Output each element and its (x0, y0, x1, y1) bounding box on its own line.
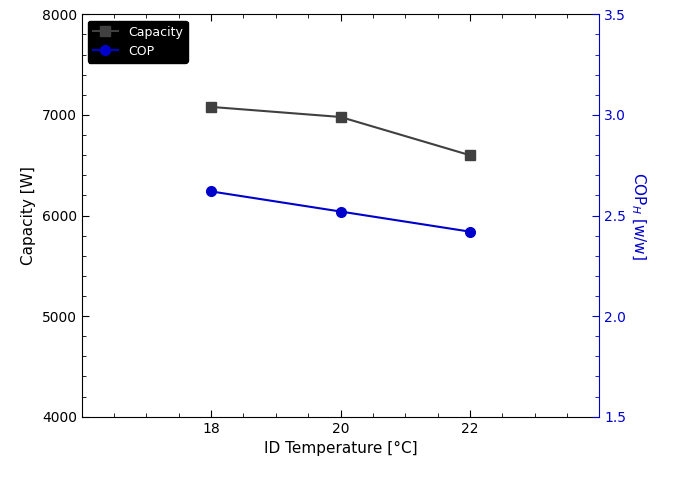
COP (207, 189, 215, 194)
Capacity (207, 104, 215, 110)
Line: Capacity: Capacity (206, 102, 475, 160)
X-axis label: ID Temperature [°C]: ID Temperature [°C] (264, 441, 417, 456)
Capacity (336, 114, 345, 120)
COP (466, 229, 474, 235)
Y-axis label: Capacity [W]: Capacity [W] (21, 166, 36, 265)
Line: COP: COP (206, 186, 475, 237)
Legend: Capacity, COP: Capacity, COP (88, 21, 188, 63)
Capacity (466, 152, 474, 158)
COP (336, 209, 345, 215)
Y-axis label: COP$_H$ [w/w]: COP$_H$ [w/w] (629, 171, 647, 260)
